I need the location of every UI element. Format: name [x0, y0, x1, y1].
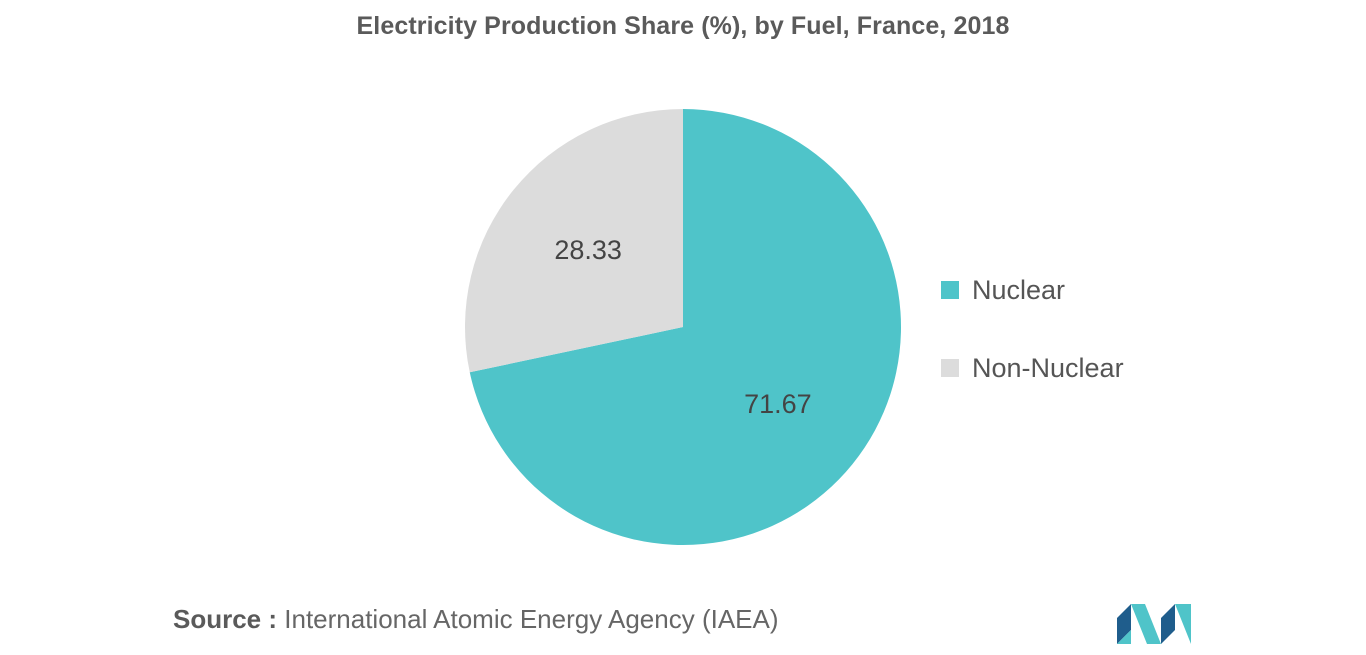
pie-data-labels: 71.67 28.33: [554, 235, 811, 419]
legend-item-non-nuclear[interactable]: Non-Nuclear: [941, 348, 1124, 388]
source-note: Source : International Atomic Energy Age…: [173, 604, 779, 635]
pie-slices: [465, 109, 902, 546]
legend-label-nuclear: Nuclear: [972, 274, 1066, 305]
pie-slice-nuclear[interactable]: [469, 109, 902, 546]
legend-swatch-nuclear: [941, 281, 959, 299]
legend-label-non-nuclear: Non-Nuclear: [972, 352, 1124, 383]
pie-slice-non-nuclear[interactable]: [465, 109, 683, 373]
legend-swatch-non-nuclear: [941, 359, 959, 377]
data-label-nuclear: 71.67: [744, 389, 812, 419]
legend-item-nuclear[interactable]: Nuclear: [941, 270, 1124, 310]
data-label-non-nuclear: 28.33: [554, 235, 622, 265]
source-text: International Atomic Energy Agency (IAEA…: [284, 604, 779, 634]
chart-title: Electricity Production Share (%), by Fue…: [356, 12, 1010, 40]
mordor-intelligence-logo-icon: [1117, 604, 1191, 644]
source-prefix: Source :: [173, 604, 278, 634]
legend: Nuclear Non-Nuclear: [941, 270, 1124, 426]
